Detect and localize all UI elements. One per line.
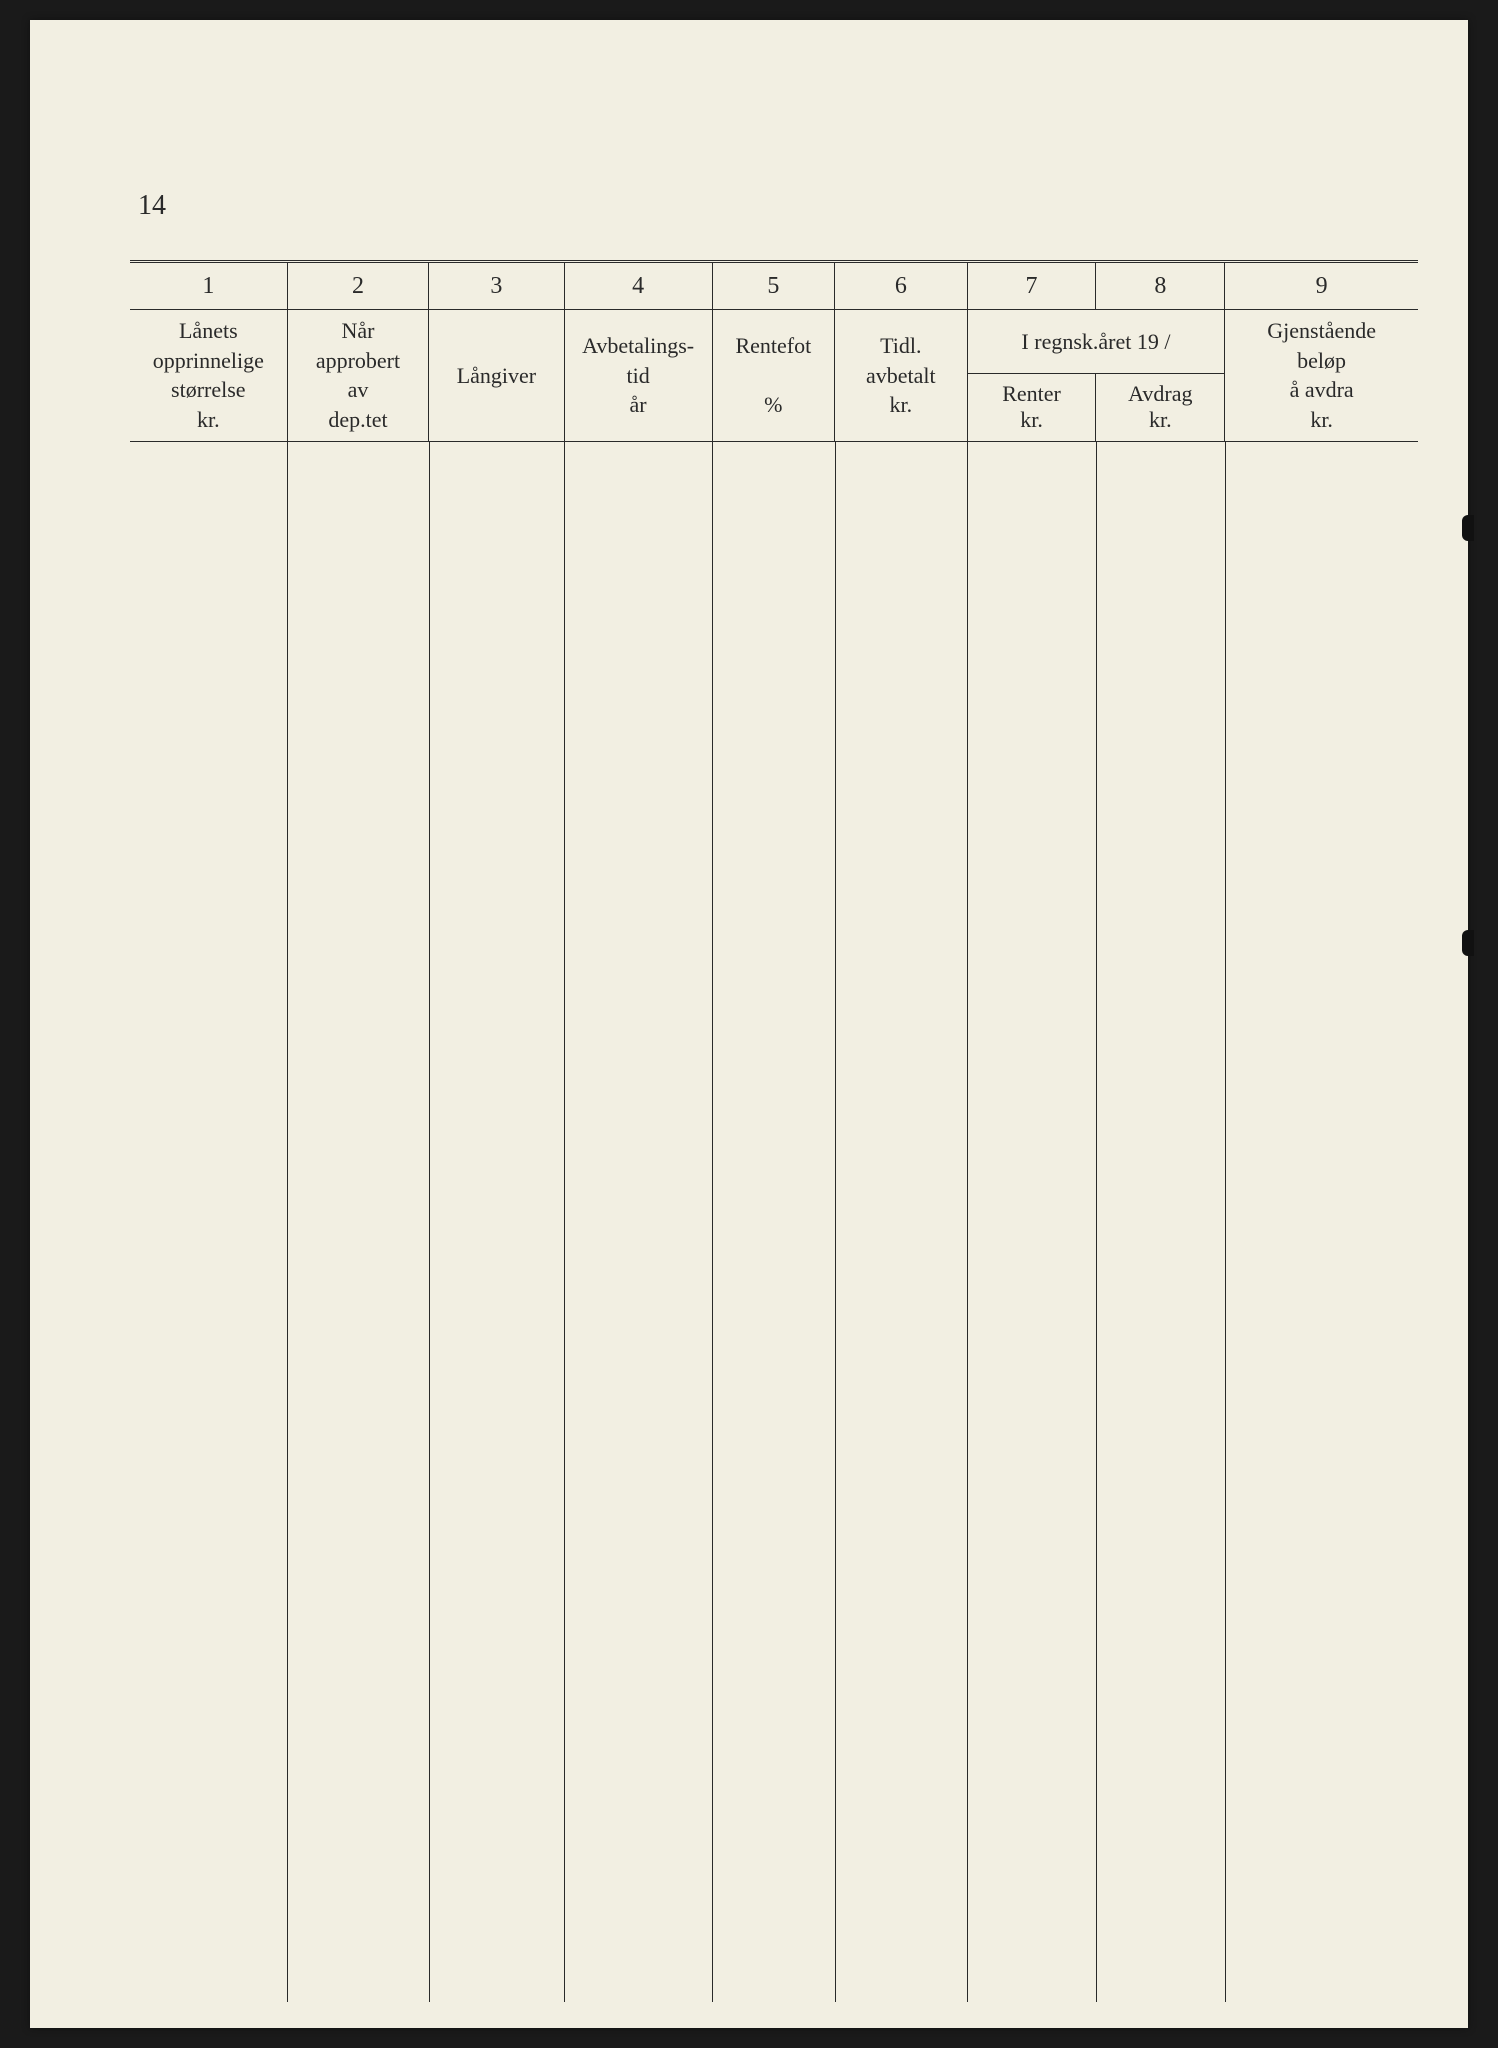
column-rule [564,442,565,2002]
header-5: Rentefot % [712,310,834,442]
table-header: 1 2 3 4 5 6 7 8 9 Lånetsopprinneligestør… [130,263,1418,442]
column-rule [712,442,713,2002]
column-rule [835,442,836,2002]
column-rule [1225,442,1226,2002]
column-rule [967,442,968,2002]
header-9: Gjenståendebeløpå avdrakr. [1225,310,1418,442]
column-label-row-1: Lånetsopprinneligestørrelsekr. Nårapprob… [130,310,1418,374]
header-2: Nårapprobertavdep.tet [287,310,429,442]
page-number: 14 [138,190,166,222]
header-8: Avdragkr. [1096,373,1225,441]
colnum-2: 2 [287,263,429,310]
header-7: Renterkr. [967,373,1096,441]
colnum-3: 3 [429,263,564,310]
colnum-9: 9 [1225,263,1418,310]
header-3: Långiver [429,310,564,442]
colnum-7: 7 [967,263,1096,310]
header-4: Avbetalings-tidår [564,310,712,442]
column-rule [429,442,430,2002]
table-body-rules [130,442,1418,2002]
colnum-1: 1 [130,263,287,310]
column-rule [287,442,288,2002]
column-rule [1096,442,1097,2002]
binding-nub [1462,515,1474,541]
colnum-6: 6 [835,263,968,310]
header-6: Tidl.avbetaltkr. [835,310,968,442]
colnum-4: 4 [564,263,712,310]
header-1: Lånetsopprinneligestørrelsekr. [130,310,287,442]
binding-nub [1462,930,1474,956]
ledger-table: 1 2 3 4 5 6 7 8 9 Lånetsopprinneligestør… [130,260,1418,2002]
page: 14 1 2 3 4 5 6 7 8 9 Lånetsopprinneliges… [30,20,1468,2028]
colnum-5: 5 [712,263,834,310]
column-number-row: 1 2 3 4 5 6 7 8 9 [130,263,1418,310]
colnum-8: 8 [1096,263,1225,310]
header-7-8-group: I regnsk.året 19 / [967,310,1225,374]
